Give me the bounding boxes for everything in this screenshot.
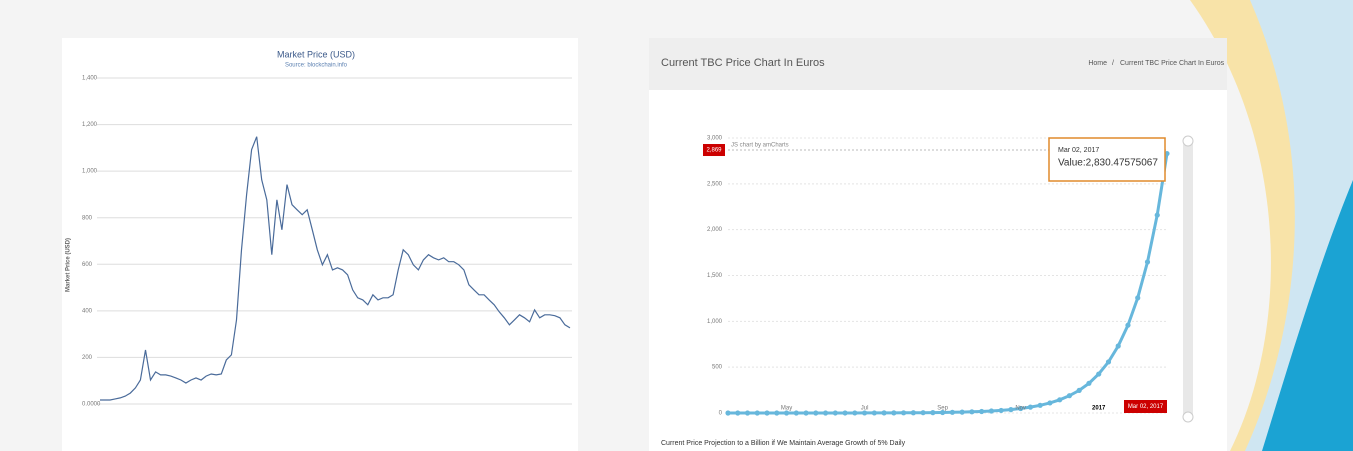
cursor-x-label: Mar 02, 2017 [1128,404,1164,410]
panel-title: Current TBC Price Chart In Euros [661,57,825,69]
point-marker [988,408,995,414]
point-marker [1144,259,1151,265]
breadcrumb-separator: / [1112,60,1114,67]
point-marker [1125,322,1131,328]
point-marker [764,410,770,416]
point-marker [852,410,858,416]
scrollbar-grip[interactable] [1182,135,1194,147]
y-tick-label: 800 [82,215,93,221]
caption: Current Price Projection to a Billion if… [661,440,906,447]
point-marker [969,409,975,415]
point-marker [1047,400,1053,406]
panel-header [649,38,1227,90]
point-marker [861,410,868,416]
point-marker [998,407,1004,414]
x-tick-label: Sep [937,406,948,412]
tooltip-date: Mar 02, 2017 [1058,147,1099,154]
point-marker [901,410,907,416]
x-tick-label: Nov [1015,406,1026,412]
point-marker [881,410,887,416]
y-tick-label: 2,500 [707,181,723,187]
point-marker [783,410,790,416]
point-marker [930,410,936,416]
cursor-x-box [1124,400,1167,413]
point-marker [910,410,916,416]
y-tick-label: 1,200 [82,122,98,128]
y-tick-label: 1,400 [82,76,98,82]
point-marker [744,410,751,416]
x-tick-label: 2017 [1092,406,1106,412]
point-marker [979,408,985,415]
x-tick-label: May [781,406,792,412]
cursor-y-label: 2,869 [706,148,722,154]
point-marker [842,410,848,416]
y-axis-label: Market Price (USD) [66,238,72,292]
chart-title: Market Price (USD) [277,49,355,59]
x-tick-label: Jul [861,406,869,412]
point-marker [754,410,760,416]
tooltip-value: Value:2,830.47575067 [1058,158,1158,169]
point-marker [725,410,731,416]
price-line [728,153,1169,415]
breadcrumb-link[interactable]: Home [1088,60,1107,67]
left-card [62,38,578,451]
point-marker [822,410,829,416]
y-tick-label: 1,500 [707,273,723,279]
y-tick-label: 600 [82,262,93,268]
point-marker [1008,407,1014,413]
point-marker [1018,405,1024,412]
point-marker [1096,371,1102,377]
point-marker [735,410,741,416]
y-tick-label: 200 [82,355,93,361]
point-marker [803,410,809,416]
point-marker [940,409,946,416]
y-tick-label: 2,000 [707,227,723,233]
point-marker [774,410,780,416]
point-marker [1115,343,1121,349]
y-tick-label: 0 [719,411,723,417]
point-marker [1076,387,1082,393]
point-marker [1066,393,1073,399]
y-tick-label: 0.0000 [82,402,101,408]
decor-wave-blue [1262,180,1353,451]
chart-subtitle: Source: blockchain.info [285,63,348,69]
point-marker [891,410,897,416]
point-marker [793,410,799,416]
point-marker [1105,359,1112,365]
breadcrumb-current: Current TBC Price Chart In Euros [1120,60,1225,67]
price-line [100,136,571,401]
point-marker [813,410,819,416]
scrollbar[interactable] [1183,140,1193,420]
point-marker [920,410,926,416]
scrollbar-grip[interactable] [1182,411,1194,423]
point-marker [1135,295,1141,301]
y-tick-label: 500 [712,365,723,371]
point-marker [1027,404,1034,410]
point-marker [1037,402,1043,408]
point-marker [832,410,838,416]
tooltip-box [1048,137,1166,182]
chart-credit[interactable]: JS chart by amCharts [731,143,789,149]
y-tick-label: 1,000 [82,169,98,175]
point-marker [959,409,965,415]
point-marker [871,410,877,416]
point-marker [949,409,955,415]
y-tick-label: 400 [82,308,93,314]
cursor-y-box [703,144,725,157]
point-marker [1086,380,1092,386]
point-marker [1154,212,1160,218]
y-tick-label: 3,000 [707,136,723,142]
y-tick-label: 1,000 [707,319,723,325]
point-marker [1057,397,1063,403]
